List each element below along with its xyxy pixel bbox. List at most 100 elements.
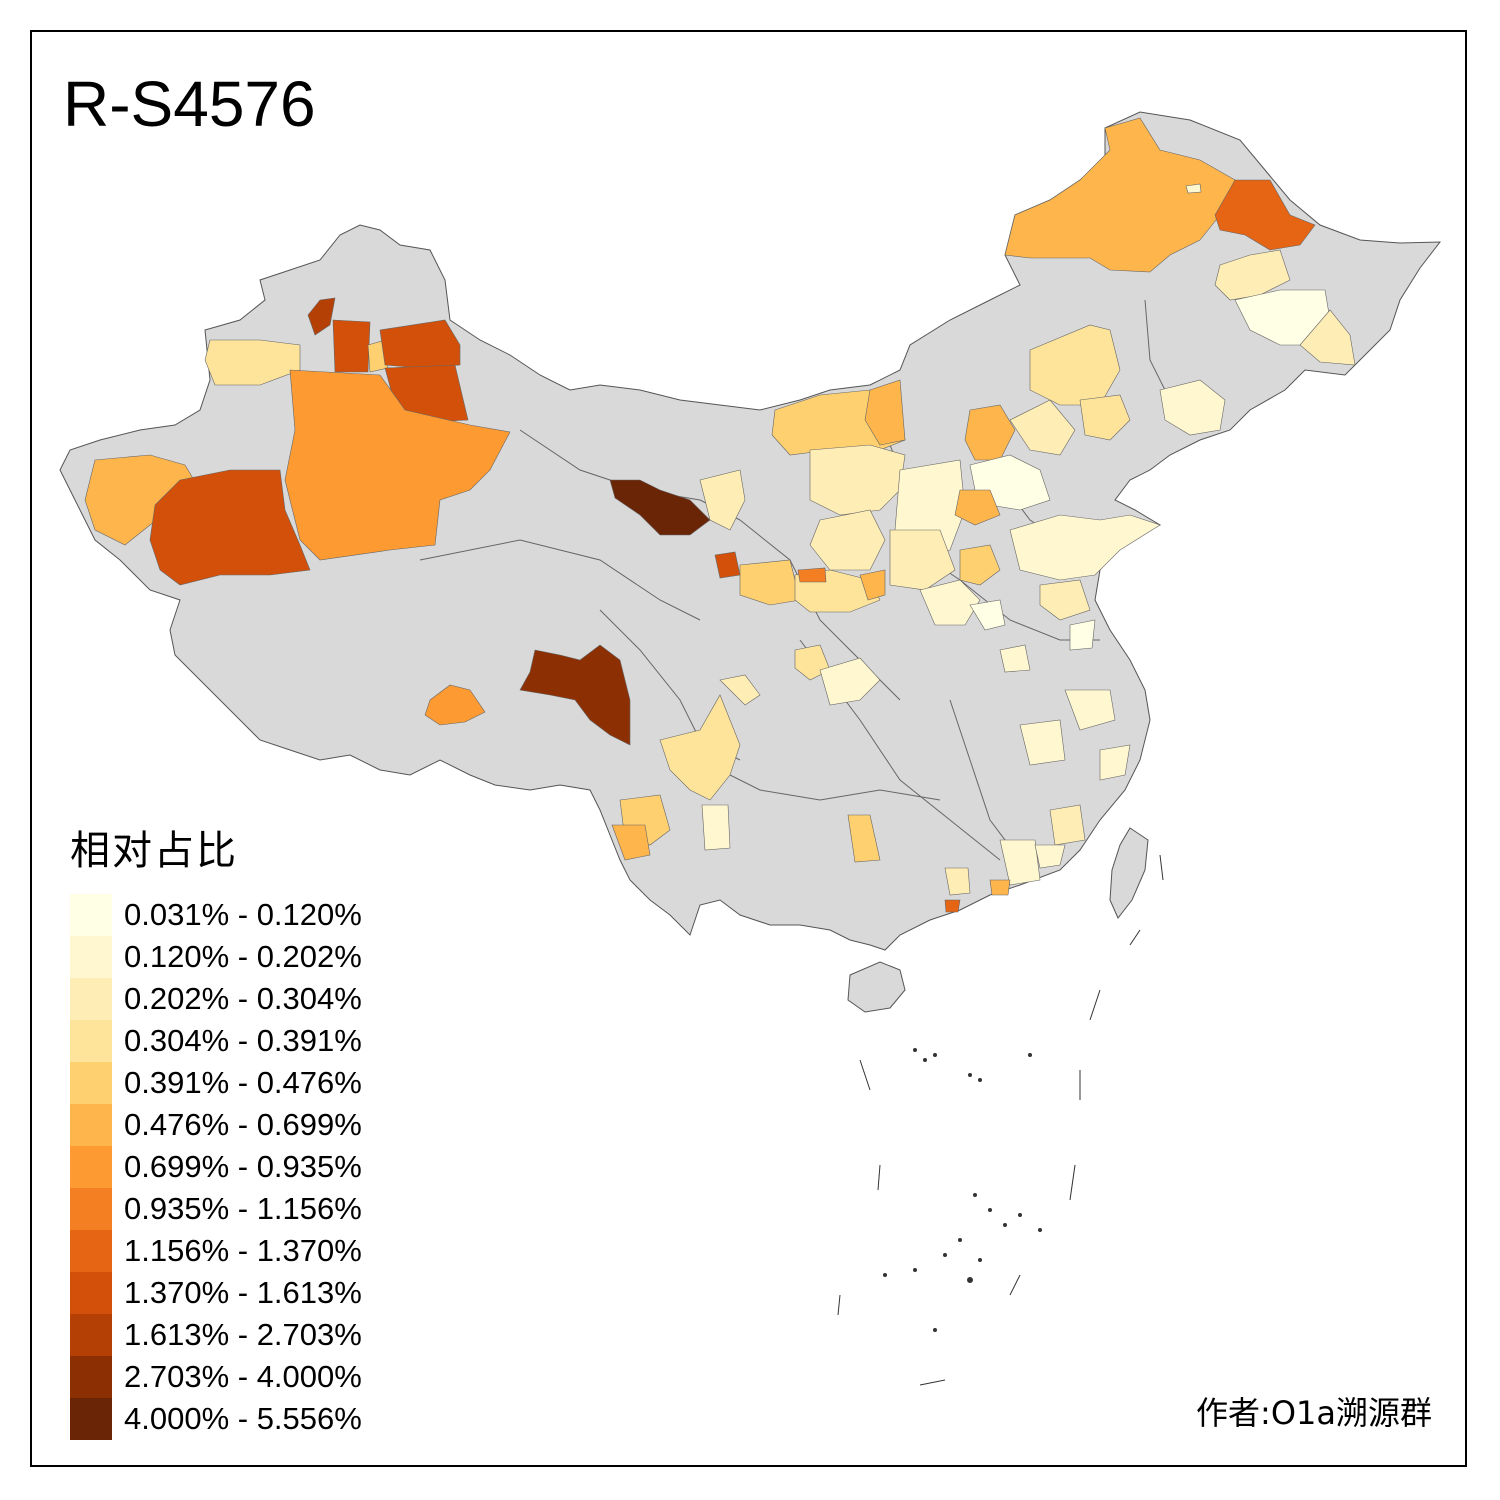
legend-swatch <box>70 1020 112 1062</box>
region-yunnan-south <box>999 644 1031 673</box>
legend-label: 0.699% - 0.935% <box>124 1149 362 1184</box>
legend-row: 1.156% - 1.370% <box>70 1230 362 1272</box>
region-heilongjiang-central <box>1214 249 1291 301</box>
legend-swatch <box>70 894 112 936</box>
region-liaoning <box>1079 394 1131 441</box>
legend-label: 2.703% - 4.000% <box>124 1359 362 1394</box>
legend-swatch <box>70 1146 112 1188</box>
legend-label: 1.613% - 2.703% <box>124 1317 362 1352</box>
region-shaanxi-north <box>809 509 886 571</box>
colored-regions <box>84 117 1356 913</box>
legend-label: 0.304% - 0.391% <box>124 1023 362 1058</box>
hainan-island <box>847 961 906 1013</box>
region-hebei-south <box>954 489 1001 526</box>
region-nyingchi <box>424 684 486 726</box>
legend-swatch <box>70 936 112 978</box>
region-jilin <box>1159 379 1226 436</box>
legend-swatch <box>70 1314 112 1356</box>
legend-row: 0.935% - 1.156% <box>70 1188 362 1230</box>
region-mudanjiang <box>1299 309 1356 366</box>
region-karamay <box>307 297 336 336</box>
region-shanxi-south <box>889 529 956 591</box>
legend-items: 0.031% - 0.120% 0.120% - 0.202% 0.202% - 0… <box>70 894 362 1440</box>
region-tianshui <box>797 567 827 583</box>
legend-label: 0.120% - 0.202% <box>124 939 362 974</box>
region-ningxia <box>699 469 746 531</box>
region-ili <box>204 339 301 386</box>
region-gannan <box>714 551 741 579</box>
legend-swatch <box>70 1062 112 1104</box>
small-island-dots <box>883 1048 1042 1332</box>
legend-swatch <box>70 1230 112 1272</box>
region-beijing <box>1009 399 1076 456</box>
region-hubei <box>1069 619 1096 651</box>
legend-row: 0.304% - 0.391% <box>70 1020 362 1062</box>
region-heihe <box>1214 179 1316 251</box>
region-aba <box>719 674 761 706</box>
legend-row: 0.120% - 0.202% <box>70 936 362 978</box>
region-chuxiong <box>701 804 731 851</box>
legend-row: 1.370% - 1.613% <box>70 1272 362 1314</box>
region-hotan <box>149 469 311 586</box>
region-guangzhou <box>944 867 971 896</box>
region-shandong <box>1009 514 1161 581</box>
region-shantou <box>989 879 1011 896</box>
china-base-region <box>59 111 1442 951</box>
region-henan-south <box>969 599 1006 631</box>
region-henan <box>919 579 981 626</box>
region-heilongjiang-spot <box>1185 183 1202 194</box>
region-zhejiang <box>1099 744 1131 781</box>
legend-label: 0.476% - 0.699% <box>124 1107 362 1142</box>
taiwan-island <box>1109 827 1149 919</box>
region-baoshan <box>611 824 651 861</box>
region-bayingolin <box>284 369 511 561</box>
region-inner-mongolia-east <box>1029 324 1121 406</box>
legend-swatch <box>70 1104 112 1146</box>
region-shanxi-north <box>809 444 906 516</box>
legend-row: 0.476% - 0.699% <box>70 1104 362 1146</box>
region-gansu-east <box>739 559 801 606</box>
region-jiangsu <box>1039 579 1091 621</box>
legend-row: 0.202% - 0.304% <box>70 978 362 1020</box>
region-baotou <box>864 379 906 446</box>
legend-row: 2.703% - 4.000% <box>70 1356 362 1398</box>
region-hanzhong <box>819 657 881 706</box>
region-henan-north <box>959 544 1001 586</box>
legend-label: 0.935% - 1.156% <box>124 1191 362 1226</box>
legend-swatch <box>70 1398 112 1440</box>
legend-label: 0.391% - 0.476% <box>124 1065 362 1100</box>
region-chamdo <box>519 644 631 746</box>
legend-label: 0.202% - 0.304% <box>124 981 362 1016</box>
region-anhui <box>1064 689 1116 731</box>
legend-row: 0.031% - 0.120% <box>70 894 362 936</box>
region-guizhou <box>847 814 881 863</box>
region-shenzhen <box>944 899 961 913</box>
legend-row: 1.613% - 2.703% <box>70 1314 362 1356</box>
region-bortala <box>332 319 371 373</box>
legend: 相对占比 0.031% - 0.120% 0.120% - 0.202% 0.202… <box>70 818 362 1440</box>
legend-label: 1.370% - 1.613% <box>124 1275 362 1310</box>
author-credit: 作者:O1a溯源群 <box>1196 1394 1432 1432</box>
south-china-sea-islands <box>837 854 1164 1386</box>
legend-title: 相对占比 <box>70 828 238 874</box>
legend-swatch <box>70 1188 112 1230</box>
legend-row: 4.000% - 5.556% <box>70 1398 362 1440</box>
map-title: R-S4576 <box>63 68 316 140</box>
legend-swatch <box>70 978 112 1020</box>
region-altay <box>379 319 461 369</box>
legend-swatch <box>70 1272 112 1314</box>
region-sichuan-ganzi <box>659 694 741 801</box>
region-guangdong-north <box>999 839 1041 886</box>
legend-label: 0.031% - 0.120% <box>124 897 362 932</box>
region-haixi <box>609 479 711 536</box>
region-xian <box>859 569 886 601</box>
legend-swatch <box>70 1356 112 1398</box>
legend-label: 4.000% - 5.556% <box>124 1401 362 1436</box>
legend-row: 0.391% - 0.476% <box>70 1062 362 1104</box>
legend-label: 1.156% - 1.370% <box>124 1233 362 1268</box>
region-hulunbuir <box>1004 117 1236 273</box>
region-fujian <box>1049 804 1086 846</box>
legend-row: 0.699% - 0.935% <box>70 1146 362 1188</box>
region-jiangxi <box>1019 719 1066 766</box>
